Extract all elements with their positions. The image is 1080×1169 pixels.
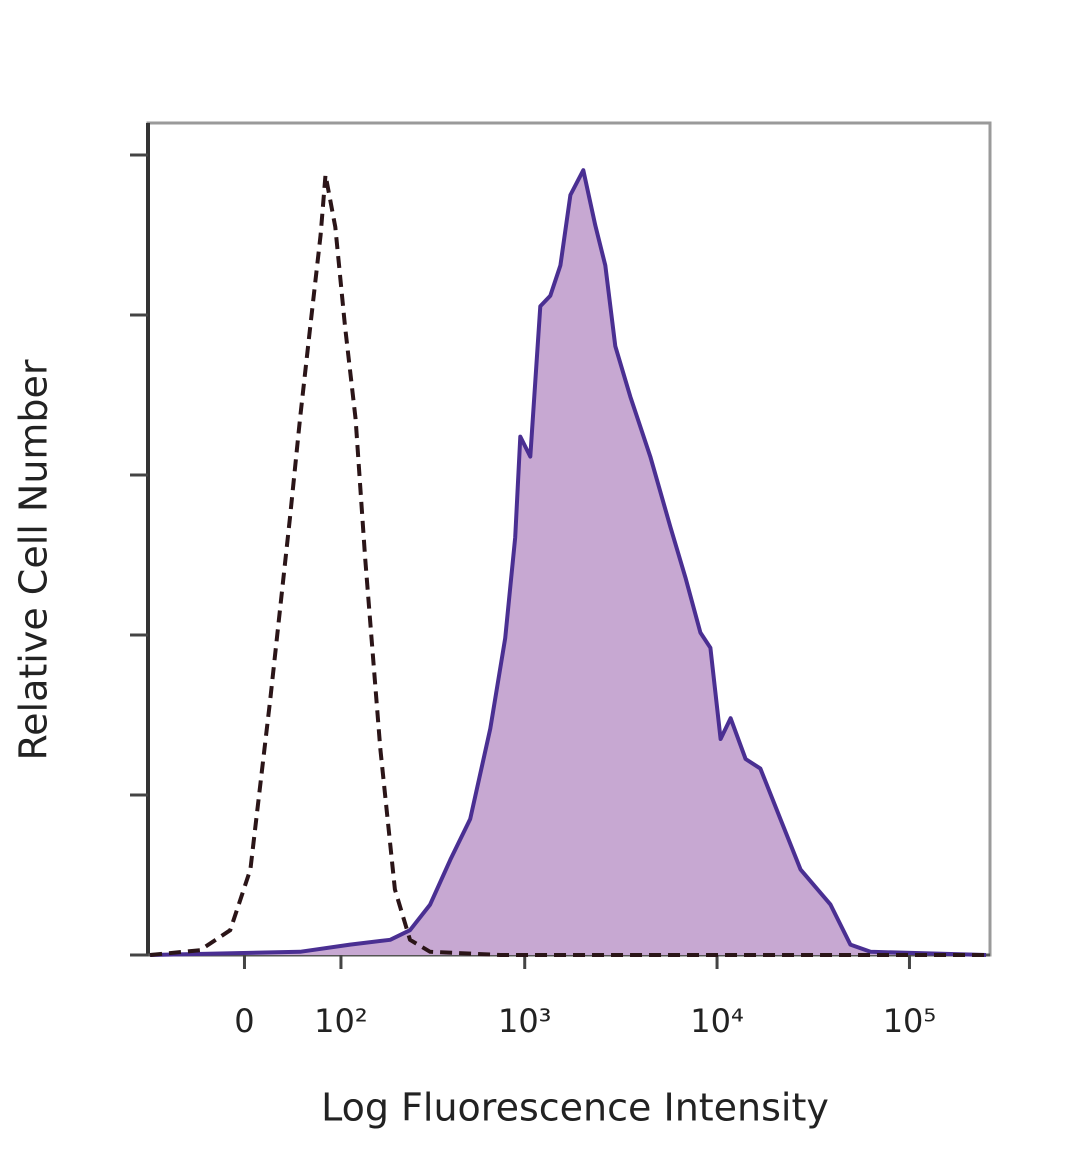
area-fill <box>150 170 987 955</box>
x-tick-label: 0 <box>234 1002 254 1040</box>
histogram-line <box>149 173 986 957</box>
x-tick-label: 10³ <box>498 1002 552 1040</box>
x-axis-label: Log Fluorescence Intensity <box>321 1086 829 1130</box>
histogram-line <box>150 168 987 957</box>
y-axis-label: Relative Cell Number <box>12 359 56 760</box>
x-tick-label: 10² <box>314 1002 368 1040</box>
x-tick-label: 10⁵ <box>883 1002 937 1040</box>
x-tick-label: 10⁴ <box>690 1002 744 1040</box>
